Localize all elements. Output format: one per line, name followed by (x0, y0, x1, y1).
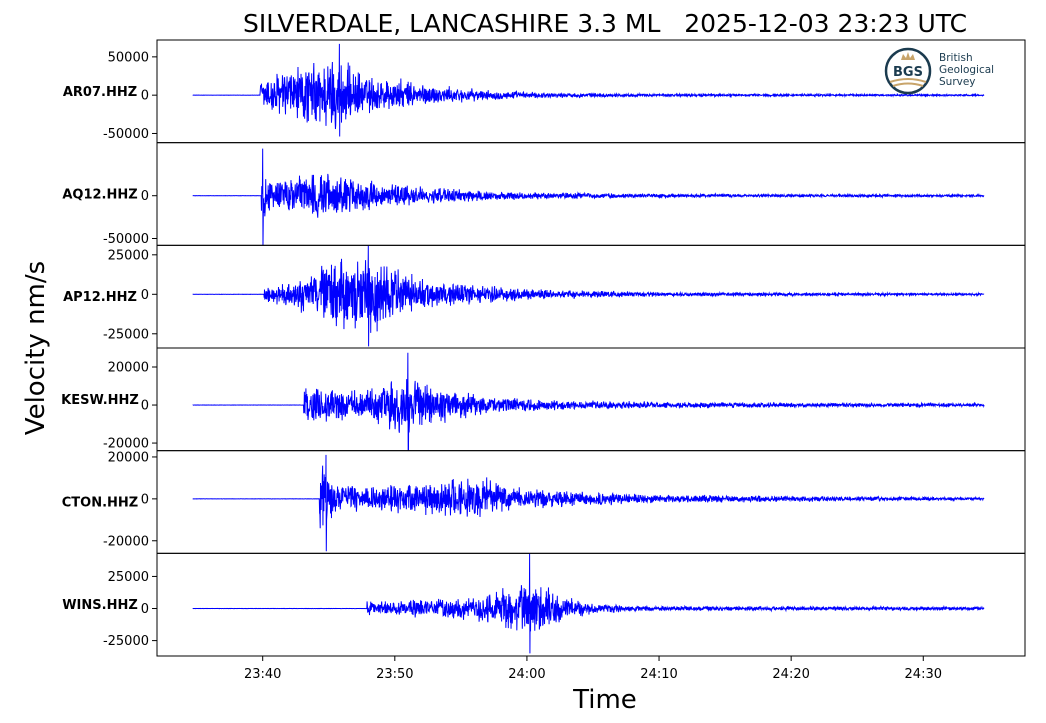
x-tick-label: 24:10 (640, 667, 677, 682)
panel-frame (156, 347, 1026, 452)
y-tick-label: 20000 (108, 450, 149, 465)
y-tick-label: 0 (141, 89, 149, 104)
y-tick-label: 50000 (108, 50, 149, 65)
y-tick-label: -20000 (103, 534, 149, 549)
y-tick-label: 0 (141, 189, 149, 204)
station-label: WINS.HHZ (62, 598, 138, 613)
bgs-logo: BGS British Geological Survey (884, 47, 994, 95)
panel-wins-hhz: 25000 0 -25000 WINS.HHZ (62, 552, 1026, 657)
waveform-trace (192, 553, 985, 654)
bgs-logo-emblem: BGS (893, 65, 923, 80)
station-label: KESW.HHZ (61, 393, 139, 408)
y-tick-label: 25000 (108, 248, 149, 263)
x-axis: 23:40 23:50 24:00 24:10 24:20 24:30 (244, 656, 942, 682)
x-tick-label: 24:20 (772, 667, 809, 682)
y-tick-label: -20000 (103, 437, 149, 452)
bgs-logo-emblem-icon (884, 47, 932, 95)
y-tick-label: 0 (141, 288, 149, 303)
station-label: AR07.HHZ (63, 85, 137, 100)
bgs-logo-line-1: British (939, 52, 973, 64)
panels: 50000 0 -50000 AR07.HHZ 0 -50000 AQ12.HHZ 25000… (61, 39, 1026, 657)
station-label: AQ12.HHZ (62, 188, 137, 203)
y-tick-label: 20000 (108, 361, 149, 376)
x-axis-label: Time (572, 685, 637, 715)
y-tick-label: -50000 (103, 232, 149, 247)
panel-cton-hhz: 20000 0 -20000 CTON.HHZ (62, 450, 1026, 554)
y-tick-label: 25000 (108, 570, 149, 585)
y-axis-label: Velocity nm/s (21, 261, 51, 435)
panel-aq12-hhz: 0 -50000 AQ12.HHZ (62, 142, 1026, 247)
bgs-logo-line-3: Survey (939, 76, 976, 88)
waveform-trace (192, 352, 985, 451)
x-tick-label: 23:40 (244, 667, 281, 682)
chart-title: SILVERDALE, LANCASHIRE 3.3 ML 2025-12-03… (243, 9, 967, 38)
y-tick-label: -25000 (103, 327, 149, 342)
waveform-trace (192, 245, 985, 347)
y-tick-label: -50000 (103, 127, 149, 142)
waveform-trace (192, 43, 985, 137)
panel-ar07-hhz: 50000 0 -50000 AR07.HHZ (63, 39, 1026, 144)
waveform-trace (192, 454, 985, 552)
y-tick-label: 0 (141, 492, 149, 507)
station-label: AP12.HHZ (63, 290, 137, 305)
y-tick-label: -25000 (103, 634, 149, 649)
y-tick-label: 0 (141, 399, 149, 414)
station-label: CTON.HHZ (62, 496, 138, 511)
panel-ap12-hhz: 25000 0 -25000 AP12.HHZ (63, 244, 1026, 349)
y-tick-label: 0 (141, 602, 149, 617)
panel-frame (156, 552, 1026, 657)
crown-icon (901, 52, 915, 60)
waveform-trace (192, 148, 985, 246)
x-tick-label: 24:00 (508, 667, 545, 682)
x-tick-label: 24:30 (905, 667, 942, 682)
bgs-logo-line-2: Geological (939, 64, 994, 76)
strata-icon (889, 78, 927, 87)
panel-kesw-hhz: 20000 0 -20000 KESW.HHZ (61, 347, 1026, 452)
x-tick-label: 23:50 (376, 667, 413, 682)
